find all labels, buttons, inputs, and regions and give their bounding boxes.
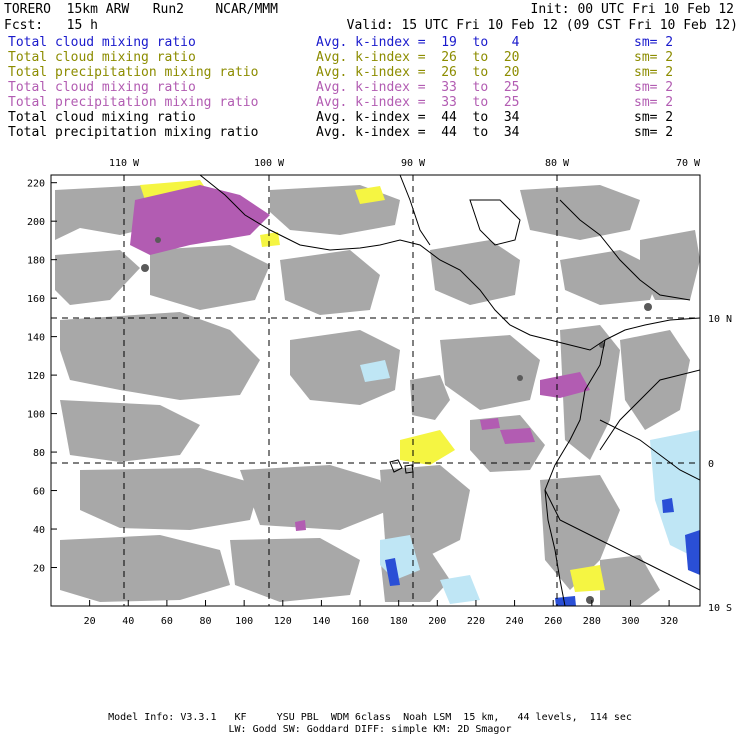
- x-tick-label: 20: [84, 616, 96, 627]
- legend-row: Total precipitation mixing ratio Avg. k-i…: [8, 95, 738, 110]
- legend-variable: Total cloud mixing ratio: [8, 110, 196, 125]
- latitude-label: 0: [708, 459, 714, 470]
- legend-row: Total cloud mixing ratio Avg. k-index = 4…: [8, 110, 738, 125]
- graticule: [51, 175, 700, 606]
- y-tick-label: 140: [27, 333, 45, 344]
- longitude-label: 90 W: [401, 158, 426, 169]
- longitude-labels: 110 W 100 W 90 W 80 W 70 W: [109, 158, 701, 169]
- legend-variable: Total cloud mixing ratio: [8, 50, 196, 65]
- x-tick-label: 60: [161, 616, 173, 627]
- legend-k-index: Avg. k-index = 33 to 25: [316, 80, 520, 95]
- longitude-label: 100 W: [254, 158, 285, 169]
- y-tick-label: 80: [33, 448, 45, 459]
- legend-smoothing: sm= 2: [634, 110, 674, 125]
- legend-smoothing: sm= 2: [634, 50, 674, 65]
- latitude-label: 10 N: [708, 314, 732, 325]
- legend-variable: Total cloud mixing ratio: [8, 80, 196, 95]
- longitude-label: 70 W: [676, 158, 701, 169]
- legend-row: Total cloud mixing ratio Avg. k-index = 2…: [8, 50, 738, 65]
- latitude-labels: 10 N 0 10 S: [708, 314, 732, 614]
- legend-k-index: Avg. k-index = 26 to 20: [316, 50, 520, 65]
- x-tick-label: 260: [544, 616, 562, 627]
- cloud-field: [55, 175, 700, 606]
- legend-row: Total cloud mixing ratio Avg. k-index = 1…: [8, 35, 738, 50]
- x-tick-label: 240: [506, 616, 524, 627]
- valid-time: Valid: 15 UTC Fri 10 Feb 12 (09 CST Fri …: [346, 18, 738, 33]
- x-tick-label: 160: [351, 616, 369, 627]
- x-tick-label: 220: [467, 616, 485, 627]
- x-tick-label: 40: [122, 616, 134, 627]
- legend-variable: Total precipitation mixing ratio: [8, 65, 259, 80]
- legend-row: Total cloud mixing ratio Avg. k-index = 3…: [8, 80, 738, 95]
- y-tick-label: 160: [27, 294, 45, 305]
- x-tick-label: 180: [390, 616, 408, 627]
- model-title: TORERO 15km ARW Run2 NCAR/MMM: [4, 2, 278, 17]
- legend-row: Total precipitation mixing ratio Avg. k-i…: [8, 125, 738, 140]
- y-tick-label: 180: [27, 256, 45, 267]
- x-tick-label: 120: [274, 616, 292, 627]
- legend-variable: Total precipitation mixing ratio: [8, 95, 259, 110]
- y-tick-label: 40: [33, 525, 45, 536]
- legend-smoothing: sm= 2: [634, 65, 674, 80]
- legend-smoothing: sm= 2: [634, 125, 674, 140]
- y-tick-label: 20: [33, 564, 45, 575]
- legend-k-index: Avg. k-index = 19 to 4: [316, 35, 520, 50]
- coastlines: [199, 175, 700, 606]
- legend-smoothing: sm= 2: [634, 95, 674, 110]
- legend-smoothing: sm= 2: [634, 35, 674, 50]
- y-tick-label: 60: [33, 487, 45, 498]
- legend-row: Total precipitation mixing ratio Avg. k-i…: [8, 65, 738, 80]
- longitude-label: 80 W: [545, 158, 570, 169]
- x-tick-label: 320: [660, 616, 678, 627]
- latitude-label: 10 S: [708, 603, 732, 614]
- legend-k-index: Avg. k-index = 44 to 34: [316, 125, 520, 140]
- x-tick-label: 300: [621, 616, 639, 627]
- blue-areas: [385, 498, 700, 606]
- physics-info: LW: Godd SW: Goddard DIFF: simple KM: 2D…: [228, 724, 512, 735]
- plot-frame: [50, 174, 701, 607]
- init-time: Init: 00 UTC Fri 10 Feb 12: [530, 2, 735, 17]
- model-info: Model Info: V3.3.1 KF YSU PBL WDM 6class…: [108, 712, 632, 723]
- x-tick-label: 80: [200, 616, 212, 627]
- legend-k-index: Avg. k-index = 33 to 25: [316, 95, 520, 110]
- legend-variable: Total precipitation mixing ratio: [8, 125, 259, 140]
- x-tick-label: 140: [312, 616, 330, 627]
- legend-k-index: Avg. k-index = 26 to 20: [316, 65, 520, 80]
- x-axis-ticks: 20 40 60 80 100 120 140 160 180 200 220 240 260 280 30…: [84, 600, 678, 627]
- y-axis-ticks: 20 40 60 80 100 120 140 160 180 200 220: [27, 179, 57, 575]
- y-tick-label: 100: [27, 410, 45, 421]
- forecast-hour: Fcst: 15 h: [4, 18, 98, 33]
- legend-variable: Total cloud mixing ratio: [8, 35, 196, 50]
- y-tick-label: 220: [27, 179, 45, 190]
- longitude-label: 110 W: [109, 158, 140, 169]
- legend-k-index: Avg. k-index = 44 to 34: [316, 110, 520, 125]
- y-tick-label: 120: [27, 371, 45, 382]
- x-tick-label: 280: [583, 616, 601, 627]
- legend-smoothing: sm= 2: [634, 80, 674, 95]
- x-tick-label: 200: [428, 616, 446, 627]
- x-tick-label: 100: [235, 616, 253, 627]
- y-tick-label: 200: [27, 217, 45, 228]
